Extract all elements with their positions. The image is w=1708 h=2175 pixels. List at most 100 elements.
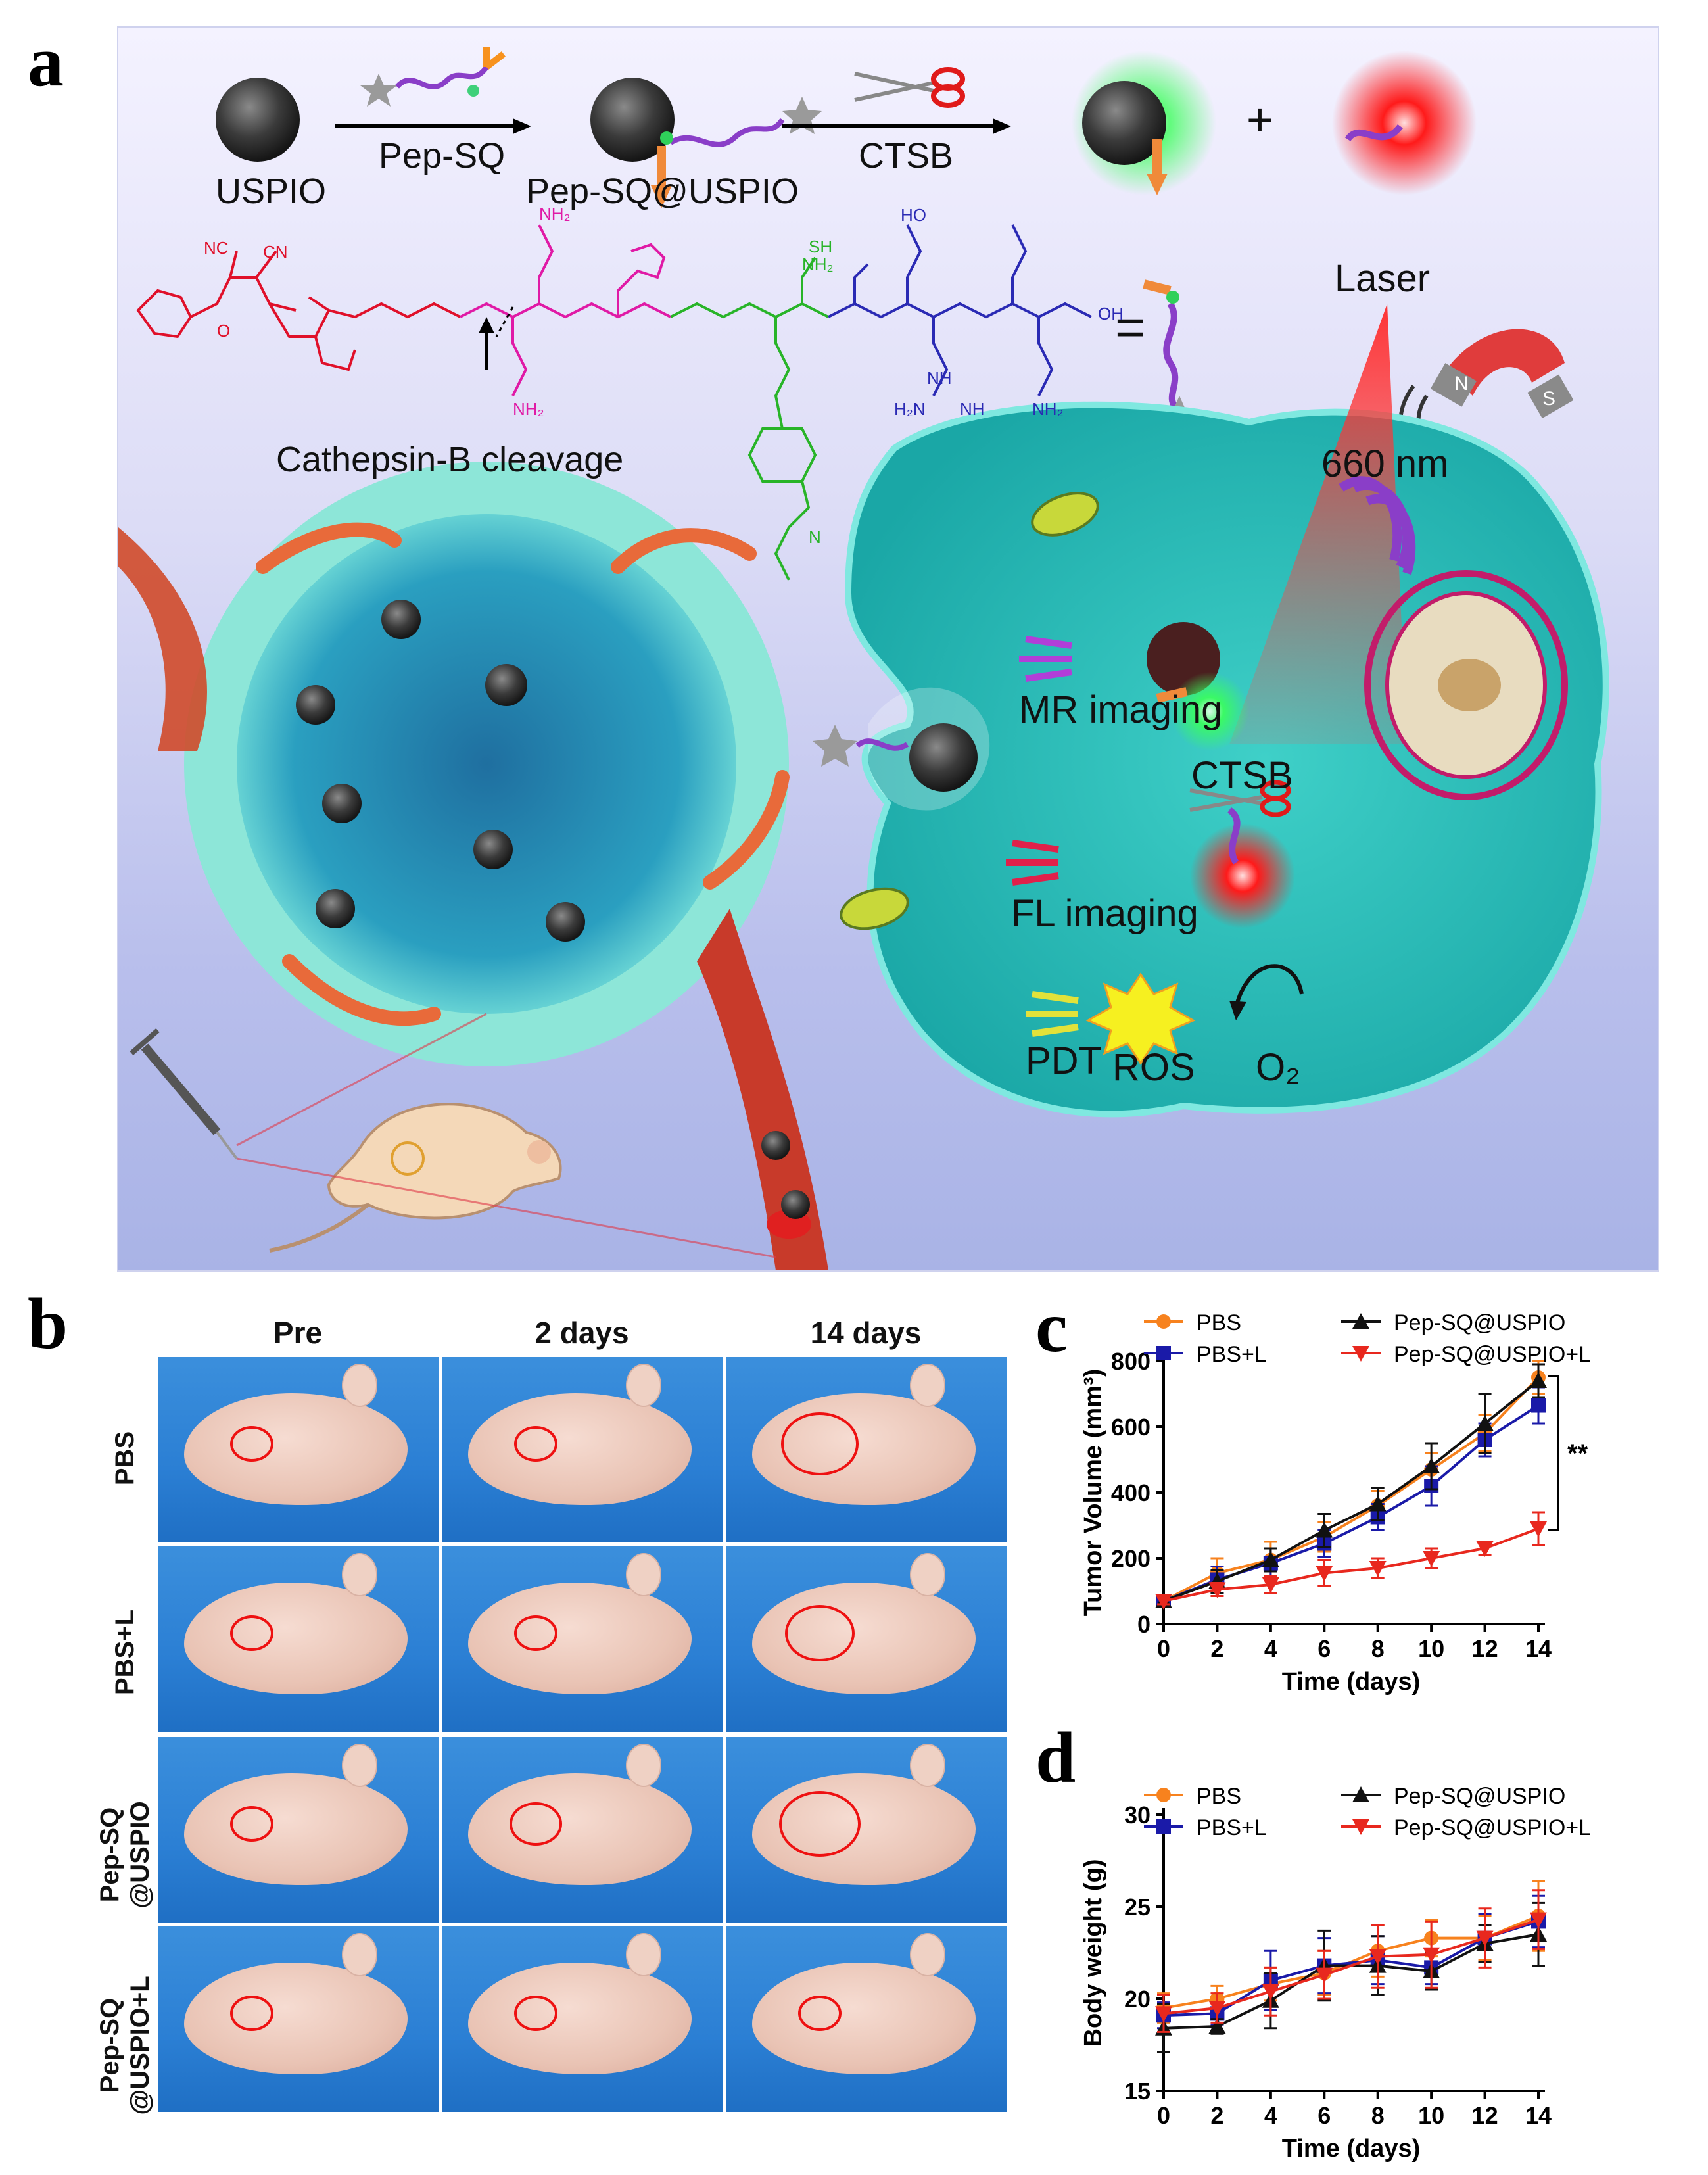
cancer-cell [844,401,1609,1118]
data-point [1531,1398,1546,1413]
wavelength-label: 660 nm [1321,442,1449,485]
data-point [1208,1582,1226,1598]
legend-label: PBS+L [1197,1815,1267,1840]
y-tick-label: 15 [1124,2078,1151,2105]
mouse-photo [156,1545,440,1733]
ctsb-top-label: CTSB [859,136,954,176]
tumor-circle [784,1604,855,1662]
tumor-circle [230,1806,273,1842]
mouse-photo [724,1356,1008,1544]
data-point [1423,1551,1440,1567]
mouse-body [184,1963,408,2074]
pep-sq-structure [136,224,1092,581]
chem-label: NH₂ [539,204,571,224]
x-tick-label: 10 [1418,1635,1444,1662]
data-point [1423,1947,1440,1963]
panel-label-c: c [1035,1287,1068,1367]
x-tick-label: 4 [1264,1635,1277,1662]
uspio-particle [216,78,300,162]
row-header-pep-sq-uspio-l: Pep-SQ @USPIO+L [95,1976,154,2115]
equals-sign: = [1115,298,1146,356]
series-pep-sq-uspio-l [1155,1511,1547,1610]
tumor-circle [514,1996,557,2031]
panel-label-a: a [28,21,64,101]
series-line [1163,1379,1540,1602]
magnet-icon [1398,329,1574,464]
legend-marker [1156,1314,1171,1329]
data-point [1476,1415,1494,1431]
data-point [1476,1930,1494,1947]
o2-label: O₂ [1256,1046,1300,1089]
mouse-body [468,1393,692,1505]
mouse-body [468,1583,692,1694]
laser-label: Laser [1335,257,1431,300]
row-header-pbs-l: PBS+L [110,1609,139,1696]
cleaved-particle [1082,81,1166,165]
series-line [1163,1920,1539,2017]
tumor-volume-chart: 0 200 400 600 800 0 2 4 6 8 10 12 14 Time (days) Tumor… [1079,1310,1591,1696]
row-header-pbs: PBS [110,1431,139,1486]
uspio-label: USPIO [216,172,327,211]
legend-label: Pep-SQ@USPIO+L [1394,1815,1591,1840]
legend-label: Pep-SQ@USPIO [1394,1310,1565,1335]
series-line [1163,1376,1540,1602]
data-point [1155,1594,1172,1610]
data-point [1369,1949,1387,1965]
legend-label: Pep-SQ@USPIO+L [1394,1342,1591,1367]
mouse-ear [626,1933,661,1976]
blood-vessel [118,527,207,751]
chem-label: NH₂ [802,254,834,274]
legend-marker [1156,1788,1171,1802]
chem-label: HO [901,205,926,225]
column-header-2-days: 2 days [534,1316,629,1350]
x-tick-label: 14 [1525,1635,1552,1662]
chem-label: NH [960,399,985,419]
x-tick-label: 4 [1264,2102,1277,2129]
plus-sign: + [1246,94,1273,145]
data-point [1262,1984,1279,2000]
mouse-ear [342,1364,377,1407]
data-point [1316,1967,1333,1984]
mouse-body [468,1773,692,1885]
mr-imaging-label: MR imaging [1019,688,1223,731]
red-fluorescence-glow [1332,51,1477,195]
data-point [1530,1372,1547,1388]
x-tick-label: 8 [1371,2102,1385,2129]
ros-burst [1085,972,1196,1065]
magnet-n-label: N [1454,373,1469,394]
column-header-pre: Pre [273,1316,323,1350]
legend-marker [1156,1346,1171,1360]
legend-label: PBS+L [1197,1342,1267,1367]
tumor-circle [230,1426,273,1462]
mouse-photo [440,1736,724,1924]
y-tick-label: 600 [1111,1414,1151,1441]
y-tick-label: 400 [1111,1479,1151,1506]
ros-label: ROS [1112,1046,1195,1089]
mouse-photo [440,1356,724,1544]
scissors-icon [854,67,965,108]
pep-sq-uspio-label: Pep-SQ@USPIO [526,172,799,211]
chem-label: NH₂ [513,399,544,419]
x-tick-label: 0 [1157,1635,1170,1662]
mouse-body [184,1583,408,1694]
data-point [1423,1458,1440,1473]
x-tick-label: 2 [1210,2102,1223,2129]
legend-marker [1352,1786,1369,1802]
y-tick-label: 800 [1111,1348,1151,1375]
series-pep-sq-uspio [1155,1363,1547,1608]
mouse-ear [626,1364,661,1407]
fl-imaging-label: FL imaging [1011,892,1198,935]
y-tick-label: 25 [1124,1894,1151,1921]
tumor-circle [230,1615,273,1651]
mouse-body [752,1963,976,2074]
legend-label: PBS [1197,1784,1241,1809]
chem-label: CN [263,242,288,262]
legend-marker [1352,1819,1369,1835]
data-point [1476,1541,1494,1557]
mouse-ear [342,1933,377,1976]
mouse-ear [342,1744,377,1787]
x-tick-label: 2 [1210,1635,1223,1662]
mouse-photo [724,1925,1008,2113]
significance-label: ** [1567,1439,1588,1468]
x-tick-label: 12 [1472,1635,1498,1662]
